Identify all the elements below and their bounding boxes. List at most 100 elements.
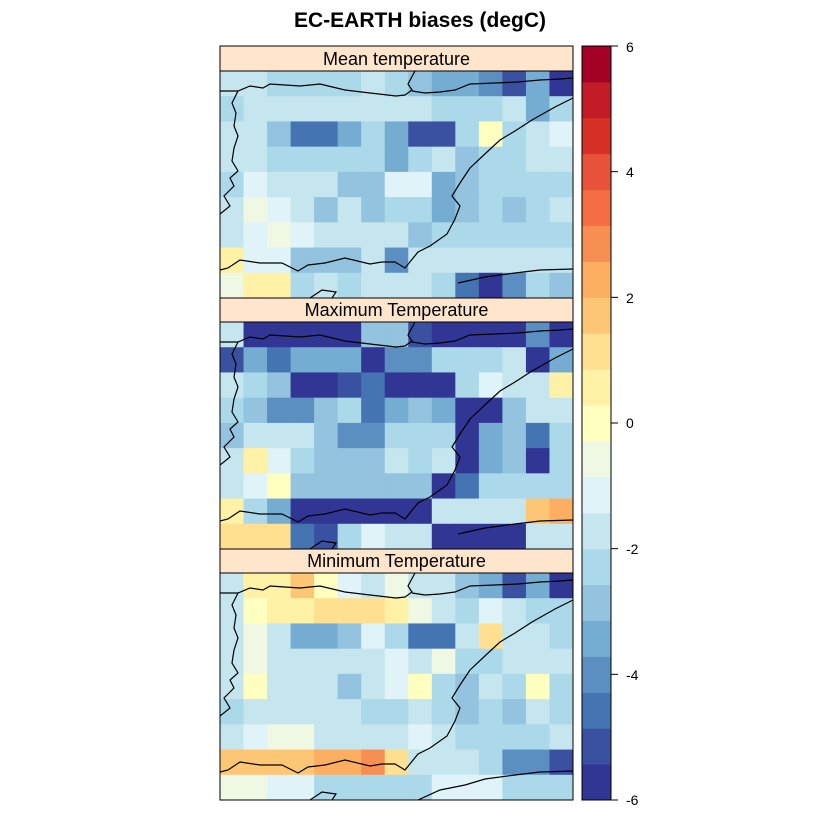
heatmap-cell <box>243 96 268 123</box>
heatmap-cell <box>431 247 456 274</box>
heatmap-cell <box>220 473 245 500</box>
heatmap-cell <box>337 473 362 500</box>
heatmap-cell <box>337 573 362 599</box>
heatmap-cell <box>337 272 362 298</box>
heatmap-cell <box>549 523 573 549</box>
panel-strip <box>219 45 574 72</box>
heatmap-cell <box>384 146 409 173</box>
heatmap-cell <box>455 724 480 751</box>
heatmap-cell <box>408 774 433 800</box>
heatmap-cell <box>478 473 503 500</box>
colorbar-tick-label: -2 <box>626 541 639 557</box>
heatmap-cell <box>314 121 339 148</box>
heatmap-cell <box>243 749 268 776</box>
heatmap-cell <box>384 222 409 249</box>
heatmap-cell <box>384 673 409 700</box>
heatmap-cell <box>525 648 551 675</box>
heatmap-cell <box>337 222 362 249</box>
heatmap-cell <box>267 448 292 474</box>
heatmap-cell <box>267 397 292 424</box>
heatmap-cell <box>549 774 573 800</box>
heatmap-cell <box>361 724 386 751</box>
colorbar-cell <box>582 476 611 514</box>
heatmap-cell <box>220 573 245 599</box>
heatmap-cell <box>408 648 433 675</box>
heatmap-cell <box>361 598 386 625</box>
heatmap-cell <box>525 498 551 525</box>
colorbar-cell <box>582 261 611 298</box>
coastline <box>220 71 573 298</box>
heatmap-cell <box>525 422 551 449</box>
heatmap-cell <box>220 322 245 348</box>
heatmap-cell <box>455 598 480 625</box>
heatmap-cell <box>431 146 456 173</box>
heatmap-cell <box>267 247 292 274</box>
heatmap-cell <box>431 623 456 650</box>
heatmap-cell <box>549 247 573 274</box>
heatmap-cell <box>525 523 551 549</box>
heatmap-cell <box>290 96 315 123</box>
heatmap-cell <box>478 121 503 148</box>
heatmap-cell <box>455 448 480 474</box>
heatmap-cell <box>455 272 480 298</box>
heatmap-cell <box>408 347 433 374</box>
heatmap-cell <box>337 673 362 700</box>
heatmap-cell <box>384 247 409 274</box>
heatmap-cell <box>243 322 268 348</box>
colorbar-cell <box>582 297 611 334</box>
heatmap-cell <box>337 96 362 123</box>
heatmap-cell <box>525 673 551 700</box>
heatmap-cell <box>220 272 245 298</box>
heatmap-cell <box>549 397 573 424</box>
heatmap-cell <box>314 473 339 500</box>
heatmap-cell <box>361 699 386 725</box>
heatmap-cell <box>525 96 551 123</box>
heatmap-cells <box>220 573 573 800</box>
heatmap-cell <box>549 197 573 223</box>
heatmap-cell <box>431 121 456 148</box>
heatmap-cell <box>290 322 315 348</box>
colorbar-cell <box>582 81 611 119</box>
heatmap-cell <box>267 272 292 298</box>
heatmap-cell <box>361 247 386 274</box>
heatmap-cell <box>525 623 551 650</box>
heatmap-cell <box>549 121 573 148</box>
colorbar-tick-label: 4 <box>626 164 634 180</box>
heatmap-cell <box>220 71 245 97</box>
colorbar-cell <box>582 405 611 442</box>
colorbar-tick-labels: -6 -4 -2 0 2 4 6 <box>626 39 639 808</box>
heatmap-cell <box>408 197 433 223</box>
heatmap-cell <box>478 222 503 249</box>
heatmap-cell <box>267 774 292 800</box>
heatmap-cell <box>314 448 339 474</box>
heatmap-cell <box>314 724 339 751</box>
heatmap-cell <box>408 749 433 776</box>
heatmap-cell <box>525 222 551 249</box>
heatmap-cell <box>549 347 573 374</box>
heatmap-cell <box>549 573 573 599</box>
heatmap-cell <box>337 247 362 274</box>
heatmap-cell <box>243 372 268 399</box>
colorbar-cell <box>582 548 611 586</box>
heatmap-cell <box>384 623 409 650</box>
heatmap-cell <box>478 146 503 173</box>
colorbar-tick-label: 0 <box>626 415 634 431</box>
heatmap-cell <box>431 96 456 123</box>
heatmap-cell <box>502 749 527 776</box>
heatmap-cell <box>455 648 480 675</box>
heatmap-cells <box>220 71 573 298</box>
heatmap-cell <box>455 372 480 399</box>
heatmap-cell <box>478 648 503 675</box>
heatmap-cell <box>361 146 386 173</box>
heatmap-cell <box>431 71 456 97</box>
heatmap-cell <box>243 673 268 700</box>
heatmap-cell <box>337 322 362 348</box>
heatmap-cell <box>314 222 339 249</box>
heatmap-cell <box>408 523 433 549</box>
heatmap-cell <box>455 623 480 650</box>
heatmap-cell <box>243 272 268 298</box>
heatmap-cell <box>290 146 315 173</box>
heatmap-cell <box>478 96 503 123</box>
heatmap-cell <box>478 372 503 399</box>
colorbar: -6 -4 -2 0 2 4 6 <box>581 39 639 808</box>
